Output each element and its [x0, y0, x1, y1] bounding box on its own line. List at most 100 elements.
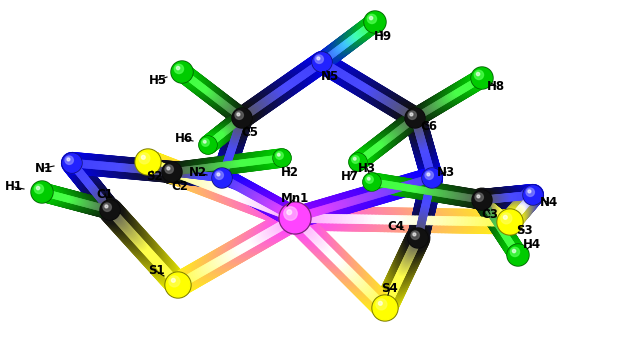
Circle shape	[287, 210, 291, 215]
Text: C4: C4	[388, 219, 404, 232]
Circle shape	[176, 66, 180, 70]
Circle shape	[215, 171, 223, 180]
Circle shape	[507, 244, 529, 266]
Circle shape	[510, 247, 520, 257]
Text: S2: S2	[146, 169, 162, 182]
Text: H9: H9	[374, 29, 392, 42]
Circle shape	[217, 173, 220, 176]
Text: N1: N1	[35, 161, 53, 174]
Circle shape	[163, 163, 181, 181]
Circle shape	[472, 68, 492, 88]
Circle shape	[427, 173, 430, 176]
Circle shape	[405, 108, 425, 128]
Circle shape	[408, 111, 417, 119]
Circle shape	[165, 165, 174, 173]
Circle shape	[273, 150, 290, 166]
Circle shape	[65, 156, 73, 164]
Circle shape	[410, 113, 413, 116]
Circle shape	[237, 113, 240, 116]
Circle shape	[476, 72, 480, 76]
Circle shape	[512, 249, 516, 253]
Circle shape	[366, 176, 373, 183]
Circle shape	[162, 162, 182, 182]
Circle shape	[526, 188, 534, 197]
Circle shape	[364, 174, 380, 190]
Circle shape	[103, 203, 112, 211]
Circle shape	[508, 245, 528, 265]
Circle shape	[202, 139, 210, 146]
Text: H6: H6	[175, 132, 193, 146]
Circle shape	[313, 53, 331, 71]
Circle shape	[408, 228, 428, 248]
Circle shape	[31, 181, 53, 203]
Circle shape	[200, 137, 216, 153]
Circle shape	[199, 136, 217, 154]
Circle shape	[232, 109, 251, 127]
Circle shape	[63, 154, 81, 172]
Circle shape	[317, 57, 320, 60]
Circle shape	[473, 191, 491, 209]
Circle shape	[411, 231, 419, 239]
Circle shape	[349, 153, 367, 171]
Circle shape	[406, 109, 424, 127]
Circle shape	[167, 167, 170, 170]
Text: H1: H1	[5, 181, 23, 194]
Circle shape	[471, 67, 493, 89]
Text: H7: H7	[341, 169, 359, 182]
Text: C1: C1	[97, 188, 113, 201]
Text: H5: H5	[149, 73, 167, 87]
Circle shape	[235, 111, 244, 119]
Circle shape	[312, 52, 332, 72]
Circle shape	[474, 70, 484, 80]
Text: Mn1: Mn1	[281, 191, 309, 205]
Circle shape	[353, 157, 356, 160]
Circle shape	[472, 190, 492, 210]
Text: H8: H8	[487, 80, 505, 93]
Circle shape	[378, 302, 383, 305]
Circle shape	[363, 173, 381, 191]
Circle shape	[475, 193, 484, 201]
Circle shape	[67, 158, 70, 161]
Circle shape	[37, 186, 40, 190]
Text: H3: H3	[358, 161, 376, 174]
Text: N2: N2	[189, 167, 207, 180]
Circle shape	[477, 195, 480, 198]
Circle shape	[365, 12, 385, 32]
Circle shape	[501, 213, 512, 224]
Circle shape	[503, 215, 507, 219]
Circle shape	[212, 168, 232, 188]
Circle shape	[280, 203, 310, 233]
Circle shape	[372, 295, 398, 321]
Circle shape	[100, 200, 120, 220]
Circle shape	[276, 152, 283, 159]
Circle shape	[169, 276, 180, 287]
Circle shape	[213, 169, 231, 187]
Circle shape	[368, 177, 370, 180]
Circle shape	[425, 171, 433, 180]
Text: S4: S4	[382, 282, 399, 295]
Circle shape	[364, 11, 386, 33]
Text: N3: N3	[437, 165, 455, 178]
Text: C3: C3	[482, 207, 498, 220]
Circle shape	[32, 182, 52, 202]
Text: C5: C5	[242, 126, 259, 139]
Circle shape	[139, 153, 150, 164]
Circle shape	[62, 153, 82, 173]
Circle shape	[376, 299, 387, 310]
Circle shape	[315, 55, 324, 63]
Text: S3: S3	[516, 223, 533, 236]
Circle shape	[171, 61, 193, 83]
Circle shape	[523, 185, 543, 205]
Circle shape	[367, 14, 376, 24]
Circle shape	[273, 149, 291, 167]
Text: C2: C2	[172, 180, 188, 193]
Text: S1: S1	[148, 265, 164, 278]
Circle shape	[171, 278, 175, 282]
Text: H2: H2	[281, 165, 299, 178]
Text: N4: N4	[540, 197, 558, 210]
Circle shape	[105, 205, 108, 208]
Circle shape	[524, 186, 542, 204]
Circle shape	[172, 62, 192, 82]
Circle shape	[141, 155, 145, 159]
Circle shape	[528, 190, 531, 193]
